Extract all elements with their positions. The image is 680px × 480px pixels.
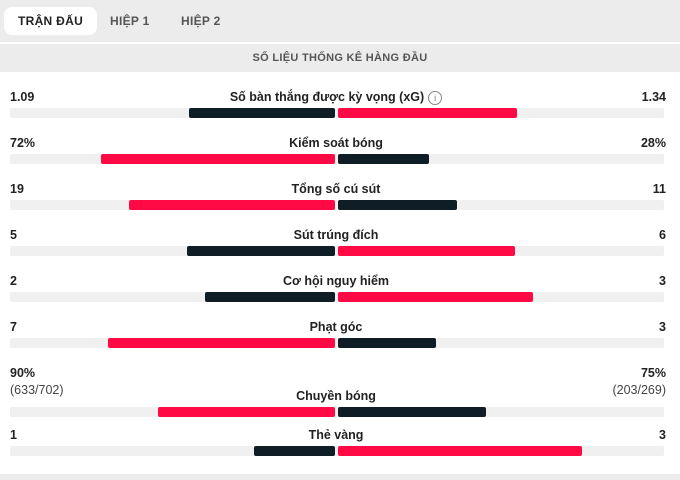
away-bar: [338, 108, 518, 118]
home-bar: [157, 407, 335, 417]
stat-bar-track: [10, 292, 664, 302]
away-bar: [338, 200, 458, 210]
away-bar: [338, 292, 533, 302]
stat-label: Cơ hội nguy hiểm: [282, 274, 390, 288]
away-value: 3: [659, 274, 666, 288]
home-bar: [253, 446, 335, 456]
section-title: SỐ LIỆU THỐNG KÊ HÀNG ĐẦU: [0, 44, 680, 72]
tab-first-half[interactable]: HIỆP 1: [110, 14, 150, 28]
home-value: 7: [10, 320, 17, 334]
home-bar: [205, 292, 335, 302]
home-value: 5: [10, 228, 17, 242]
info-icon[interactable]: i: [428, 90, 443, 105]
stat-bar-track: [10, 338, 664, 348]
away-value: 6: [659, 228, 666, 242]
tab-match[interactable]: TRẬN ĐẤU: [4, 7, 98, 35]
home-bar: [101, 154, 335, 164]
away-bar: [338, 246, 516, 256]
away-sub-value: (203/269): [612, 383, 666, 397]
home-value: 2: [10, 274, 17, 288]
period-tabs: TRẬN ĐẤU HIỆP 1 HIỆP 2: [0, 0, 680, 42]
stat-label: Phạt góc: [309, 320, 363, 334]
divider: [0, 474, 680, 480]
away-value: 1.34: [641, 90, 666, 104]
home-value: 1: [10, 428, 17, 442]
away-bar: [338, 154, 429, 164]
away-value: 28%: [640, 136, 666, 150]
stat-bar-track: [10, 407, 664, 417]
home-bar: [129, 200, 335, 210]
tab-second-half[interactable]: HIỆP 2: [181, 14, 221, 28]
away-bar: [338, 407, 486, 417]
away-value: 11: [652, 182, 666, 196]
away-value: 75% (203/269): [612, 366, 666, 397]
home-sub-value: (633/702): [10, 383, 64, 397]
home-value: 19: [10, 182, 24, 196]
away-value: 3: [659, 320, 666, 334]
stat-bar-track: [10, 200, 664, 210]
stat-bar-track: [10, 108, 664, 118]
away-value: 3: [659, 428, 666, 442]
stat-label: Sút trúng đích: [293, 228, 379, 242]
stat-bar-track: [10, 154, 664, 164]
stat-label: Kiểm soát bóng: [289, 136, 383, 150]
stat-label: Thẻ vàng: [308, 428, 364, 442]
home-value: 72%: [10, 136, 36, 150]
home-value: 1.09: [10, 90, 35, 104]
stat-label: Chuyền bóng: [296, 389, 376, 403]
away-bar: [338, 338, 436, 348]
stat-bar-track: [10, 446, 664, 456]
stat-bar-track: [10, 246, 664, 256]
away-bar: [338, 446, 582, 456]
home-bar: [187, 246, 335, 256]
home-value: 90% (633/702): [10, 366, 64, 397]
stat-label: Số bàn thắng được kỳ vọng (xG) i: [0, 90, 672, 105]
stat-label: Tổng số cú sút: [291, 182, 381, 196]
home-bar: [189, 108, 335, 118]
home-bar: [107, 338, 335, 348]
